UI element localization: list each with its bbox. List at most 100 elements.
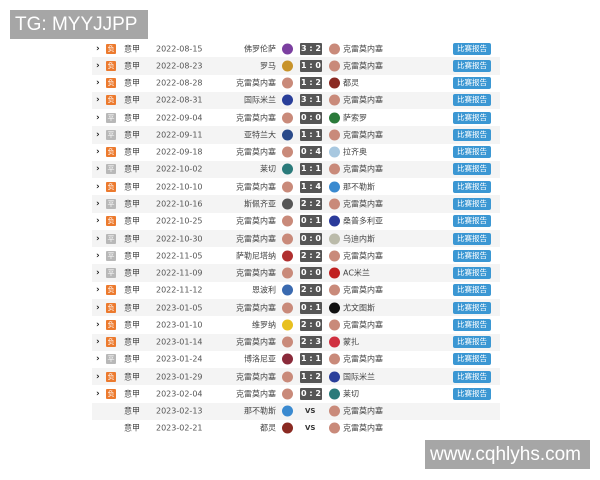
score[interactable]: 0 : 1: [300, 215, 322, 228]
away-team[interactable]: 克雷莫内塞: [343, 130, 383, 140]
score[interactable]: 2 : 0: [300, 318, 322, 331]
expand-arrow-icon[interactable]: ›: [96, 302, 100, 313]
expand-arrow-icon[interactable]: ›: [96, 285, 100, 296]
home-team[interactable]: 莱切: [260, 164, 276, 174]
expand-arrow-icon[interactable]: ›: [96, 95, 100, 106]
home-team[interactable]: 国际米兰: [244, 95, 276, 105]
score[interactable]: 1 : 1: [300, 163, 322, 176]
home-team[interactable]: 克雷莫内塞: [236, 113, 276, 123]
home-team[interactable]: 克雷莫内塞: [236, 372, 276, 382]
score[interactable]: 2 : 0: [300, 284, 322, 297]
score[interactable]: 2 : 2: [300, 198, 322, 211]
expand-arrow-icon[interactable]: ›: [96, 337, 100, 348]
match-report-button[interactable]: 比赛报告: [453, 163, 491, 176]
away-team[interactable]: 克雷莫内塞: [343, 44, 383, 54]
score[interactable]: 1 : 1: [300, 353, 322, 366]
score[interactable]: 1 : 4: [300, 180, 322, 193]
score[interactable]: 3 : 1: [300, 94, 322, 107]
match-report-button[interactable]: 比赛报告: [453, 215, 491, 228]
expand-arrow-icon[interactable]: ›: [96, 60, 100, 71]
away-team[interactable]: 蒙扎: [343, 337, 359, 347]
away-team[interactable]: 那不勒斯: [343, 182, 375, 192]
away-team[interactable]: 克雷莫内塞: [343, 199, 383, 209]
away-team[interactable]: 拉齐奥: [343, 147, 367, 157]
home-team[interactable]: 亚特兰大: [244, 130, 276, 140]
match-report-button[interactable]: 比赛报告: [453, 198, 491, 211]
away-team[interactable]: 克雷莫内塞: [343, 164, 383, 174]
match-report-button[interactable]: 比赛报告: [453, 387, 491, 400]
home-team[interactable]: 克雷莫内塞: [236, 234, 276, 244]
match-report-button[interactable]: 比赛报告: [453, 284, 491, 297]
match-report-button[interactable]: 比赛报告: [453, 232, 491, 245]
home-team[interactable]: 克雷莫内塞: [236, 337, 276, 347]
away-team[interactable]: 克雷莫内塞: [343, 320, 383, 330]
home-team[interactable]: 那不勒斯: [244, 406, 276, 416]
expand-arrow-icon[interactable]: ›: [96, 164, 100, 175]
home-team[interactable]: 罗马: [260, 61, 276, 71]
away-team[interactable]: 萨索罗: [343, 113, 367, 123]
match-report-button[interactable]: 比赛报告: [453, 180, 491, 193]
home-team[interactable]: 都灵: [260, 423, 276, 433]
home-team[interactable]: 克雷莫内塞: [236, 147, 276, 157]
score[interactable]: 3 : 2: [300, 42, 322, 55]
expand-arrow-icon[interactable]: ›: [96, 78, 100, 89]
home-team[interactable]: 萨勒尼塔纳: [236, 251, 276, 261]
away-team[interactable]: AC米兰: [343, 268, 370, 278]
expand-arrow-icon[interactable]: ›: [96, 129, 100, 140]
score[interactable]: 0 : 4: [300, 146, 322, 159]
match-report-button[interactable]: 比赛报告: [453, 128, 491, 141]
match-report-button[interactable]: 比赛报告: [453, 94, 491, 107]
home-team[interactable]: 维罗纳: [252, 320, 276, 330]
expand-arrow-icon[interactable]: ›: [96, 371, 100, 382]
match-report-button[interactable]: 比赛报告: [453, 370, 491, 383]
expand-arrow-icon[interactable]: ›: [96, 233, 100, 244]
home-team[interactable]: 克雷莫内塞: [236, 268, 276, 278]
expand-arrow-icon[interactable]: ›: [96, 319, 100, 330]
expand-arrow-icon[interactable]: ›: [96, 388, 100, 399]
expand-arrow-icon[interactable]: ›: [96, 147, 100, 158]
away-team[interactable]: 尤文图斯: [343, 303, 375, 313]
match-report-button[interactable]: 比赛报告: [453, 77, 491, 90]
score[interactable]: 0 : 1: [300, 301, 322, 314]
match-report-button[interactable]: 比赛报告: [453, 42, 491, 55]
away-team[interactable]: 克雷莫内塞: [343, 423, 383, 433]
away-team[interactable]: 克雷莫内塞: [343, 251, 383, 261]
score[interactable]: 1 : 0: [300, 59, 322, 72]
away-team[interactable]: 都灵: [343, 78, 359, 88]
home-team[interactable]: 克雷莫内塞: [236, 303, 276, 313]
home-team[interactable]: 斯佩齐亚: [244, 199, 276, 209]
score[interactable]: 1 : 2: [300, 77, 322, 90]
match-report-button[interactable]: 比赛报告: [453, 59, 491, 72]
score[interactable]: 0 : 0: [300, 111, 322, 124]
match-report-button[interactable]: 比赛报告: [453, 267, 491, 280]
home-team[interactable]: 佛罗伦萨: [244, 44, 276, 54]
home-team[interactable]: 克雷莫内塞: [236, 78, 276, 88]
match-report-button[interactable]: 比赛报告: [453, 336, 491, 349]
match-report-button[interactable]: 比赛报告: [453, 249, 491, 262]
score[interactable]: 2 : 2: [300, 249, 322, 262]
score[interactable]: 1 : 1: [300, 128, 322, 141]
away-team[interactable]: 克雷莫内塞: [343, 285, 383, 295]
score[interactable]: 0 : 0: [300, 232, 322, 245]
match-report-button[interactable]: 比赛报告: [453, 353, 491, 366]
score[interactable]: 1 : 2: [300, 370, 322, 383]
expand-arrow-icon[interactable]: ›: [96, 181, 100, 192]
home-team[interactable]: 博洛尼亚: [244, 354, 276, 364]
expand-arrow-icon[interactable]: ›: [96, 250, 100, 261]
score[interactable]: 0 : 2: [300, 387, 322, 400]
match-report-button[interactable]: 比赛报告: [453, 111, 491, 124]
expand-arrow-icon[interactable]: ›: [96, 354, 100, 365]
away-team[interactable]: 乌迪内斯: [343, 234, 375, 244]
away-team[interactable]: 桑普多利亚: [343, 216, 383, 226]
home-team[interactable]: 恩波利: [252, 285, 276, 295]
home-team[interactable]: 克雷莫内塞: [236, 389, 276, 399]
match-report-button[interactable]: 比赛报告: [453, 146, 491, 159]
away-team[interactable]: 莱切: [343, 389, 359, 399]
home-team[interactable]: 克雷莫内塞: [236, 182, 276, 192]
away-team[interactable]: 克雷莫内塞: [343, 95, 383, 105]
match-report-button[interactable]: 比赛报告: [453, 318, 491, 331]
score[interactable]: 2 : 3: [300, 336, 322, 349]
away-team[interactable]: 克雷莫内塞: [343, 61, 383, 71]
expand-arrow-icon[interactable]: ›: [96, 268, 100, 279]
expand-arrow-icon[interactable]: ›: [96, 216, 100, 227]
